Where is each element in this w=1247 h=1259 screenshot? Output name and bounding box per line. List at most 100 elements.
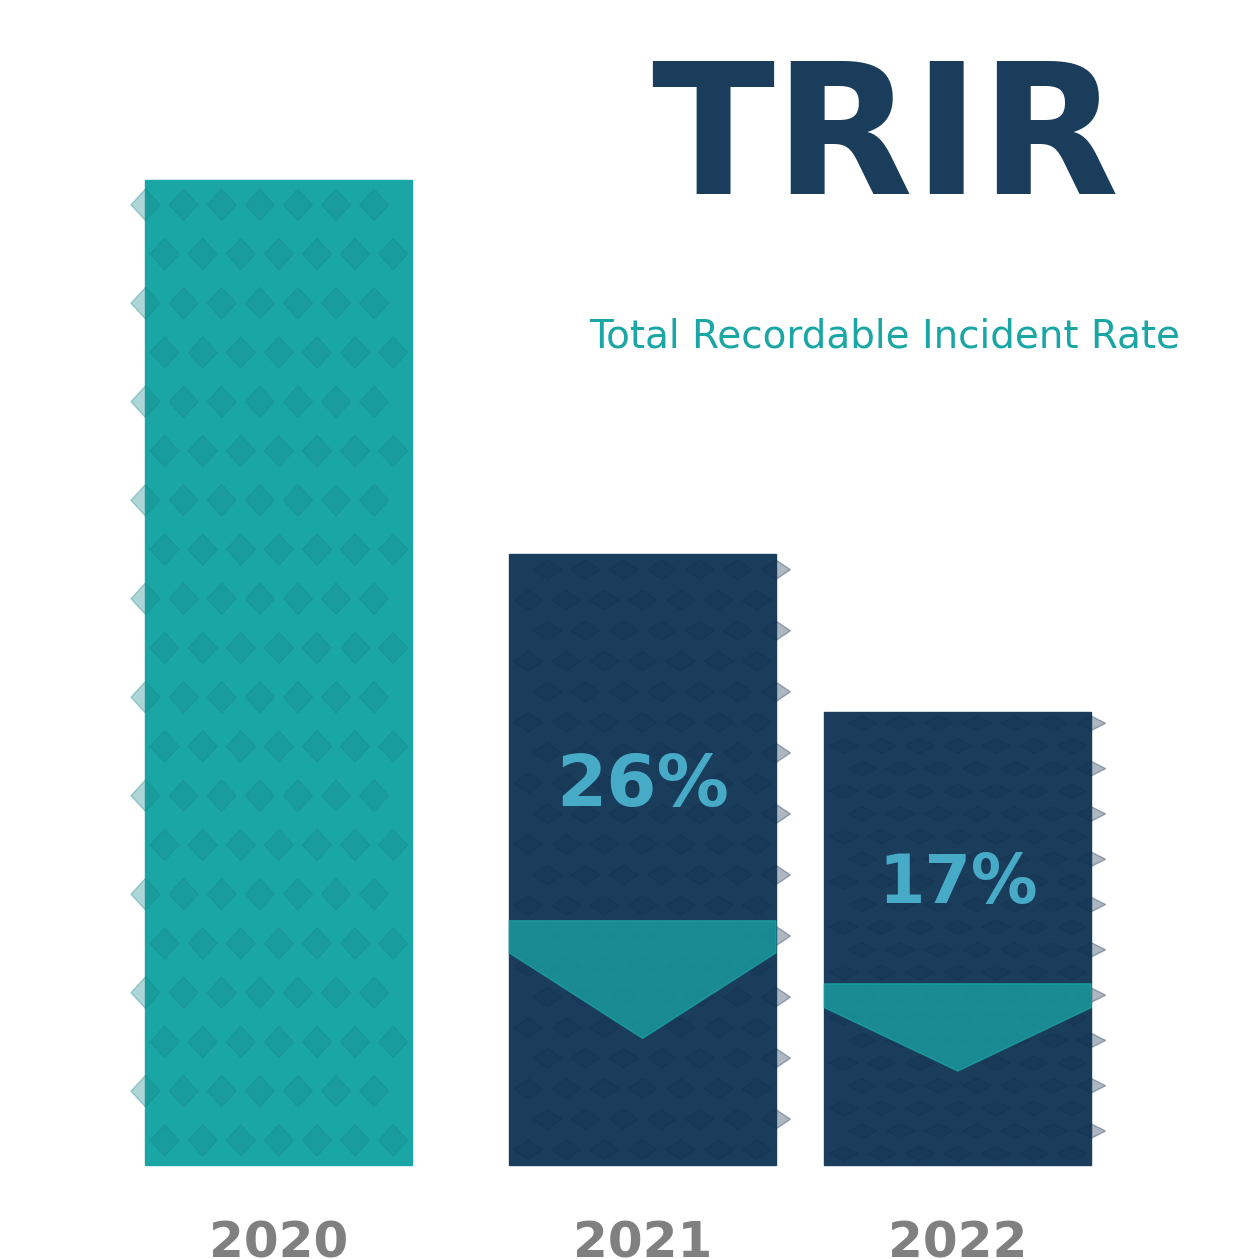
Polygon shape [283,387,313,418]
Bar [146,180,413,1165]
Polygon shape [590,835,619,854]
Polygon shape [340,928,369,959]
Polygon shape [246,879,274,910]
Polygon shape [379,336,408,369]
Polygon shape [188,1124,217,1156]
Polygon shape [283,583,313,614]
Polygon shape [246,977,274,1008]
Text: 26%: 26% [556,752,729,821]
Polygon shape [170,781,198,812]
Polygon shape [924,943,953,957]
Polygon shape [322,189,350,220]
Polygon shape [246,681,274,713]
Polygon shape [905,1147,934,1161]
Polygon shape [170,387,198,418]
Polygon shape [943,1147,973,1161]
Polygon shape [359,681,389,713]
Polygon shape [686,927,715,946]
Polygon shape [552,590,581,609]
Polygon shape [647,743,676,763]
Polygon shape [246,781,274,812]
Polygon shape [848,852,877,866]
Polygon shape [829,875,858,889]
Polygon shape [609,560,638,579]
Polygon shape [170,1075,198,1107]
Polygon shape [303,436,332,467]
Polygon shape [981,1011,1010,1025]
Polygon shape [283,879,313,910]
Polygon shape [848,807,877,821]
Polygon shape [188,830,217,861]
Polygon shape [340,830,369,861]
Polygon shape [303,238,332,269]
Polygon shape [867,739,897,753]
Polygon shape [1020,1147,1049,1161]
Polygon shape [1076,1079,1106,1093]
Polygon shape [552,957,581,977]
Polygon shape [571,1049,600,1068]
Polygon shape [226,928,256,959]
Polygon shape [924,1034,953,1047]
Polygon shape [666,773,695,793]
Polygon shape [359,189,389,220]
Polygon shape [1076,762,1106,776]
Polygon shape [943,739,973,753]
Polygon shape [705,835,733,854]
Polygon shape [150,1026,180,1058]
Polygon shape [943,875,973,889]
Polygon shape [283,287,313,319]
Polygon shape [1039,898,1067,912]
Polygon shape [963,1079,991,1093]
Polygon shape [943,1102,973,1115]
Polygon shape [226,436,256,467]
Polygon shape [131,287,160,319]
Polygon shape [686,1109,715,1129]
Polygon shape [829,920,858,934]
Polygon shape [571,927,600,946]
Polygon shape [283,1075,313,1107]
Polygon shape [723,743,752,763]
Polygon shape [532,1109,562,1129]
Polygon shape [848,762,877,776]
Polygon shape [188,632,217,663]
Polygon shape [303,1124,332,1156]
Polygon shape [246,583,274,614]
Polygon shape [340,730,369,762]
Polygon shape [705,1079,733,1099]
Polygon shape [264,1026,293,1058]
Polygon shape [829,739,858,753]
Polygon shape [867,1147,897,1161]
Polygon shape [924,1079,953,1093]
Polygon shape [887,1079,915,1093]
Polygon shape [264,928,293,959]
Polygon shape [359,387,389,418]
Polygon shape [742,1017,772,1037]
Polygon shape [283,977,313,1008]
Polygon shape [867,1011,897,1025]
Polygon shape [686,805,715,823]
Polygon shape [1057,1147,1086,1161]
Polygon shape [1076,1034,1106,1047]
Polygon shape [1057,920,1086,934]
Polygon shape [981,739,1010,753]
Polygon shape [905,830,934,844]
Polygon shape [532,560,562,579]
Polygon shape [571,560,600,579]
Polygon shape [981,1147,1010,1161]
Polygon shape [340,436,369,467]
Text: TRIR: TRIR [651,57,1120,232]
Polygon shape [514,957,542,977]
Polygon shape [905,920,934,934]
Polygon shape [666,895,695,915]
Polygon shape [666,1079,695,1099]
Polygon shape [340,1124,369,1156]
Polygon shape [1000,1034,1030,1047]
Polygon shape [188,730,217,762]
Polygon shape [322,879,350,910]
Polygon shape [131,583,160,614]
Polygon shape [188,534,217,565]
Polygon shape [226,632,256,663]
Polygon shape [131,387,160,418]
Polygon shape [742,1139,772,1160]
Polygon shape [1057,1056,1086,1070]
